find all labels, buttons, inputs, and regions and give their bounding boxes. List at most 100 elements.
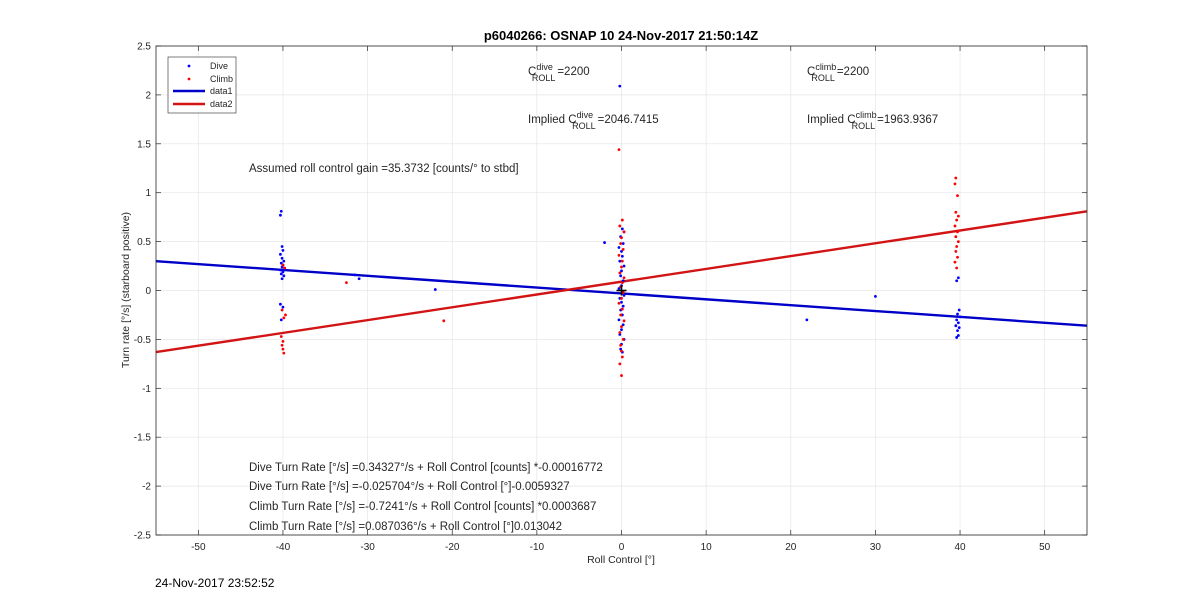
point-climb (442, 319, 446, 323)
point-dive (957, 308, 961, 312)
point-climb (955, 266, 959, 270)
point-climb (621, 248, 625, 251)
point-dive (279, 268, 282, 272)
point-climb (279, 335, 283, 338)
x-tick-label: -20 (445, 542, 460, 553)
point-climb (620, 236, 623, 240)
point-climb (620, 325, 623, 329)
point-dive (955, 279, 959, 283)
y-tick-label: 1.5 (137, 139, 151, 150)
y-tick-label: 0.5 (137, 237, 151, 248)
x-tick-label: -40 (276, 542, 291, 553)
point-dive (956, 276, 960, 280)
x-tick-label: 50 (1039, 542, 1051, 553)
point-dive (353, 273, 357, 277)
point-climb (620, 374, 623, 377)
point-climb (345, 281, 348, 285)
point-dive (618, 333, 622, 336)
equation-climb-counts: Climb Turn Rate [°/s] =-0.7241°/s + Roll… (249, 501, 596, 513)
point-dive (603, 241, 606, 244)
point-climb (617, 253, 621, 257)
point-climb (953, 224, 957, 228)
point-dive (433, 288, 437, 291)
point-climb (618, 271, 622, 275)
point-dive (622, 293, 626, 297)
point-dive (281, 270, 285, 274)
point-climb (617, 301, 621, 305)
chart-title: p6040266: OSNAP 10 24-Nov-2017 21:50:14Z (484, 28, 758, 43)
equation-dive-counts: Dive Turn Rate [°/s] =0.34327°/s + Roll … (249, 462, 603, 474)
point-dive (956, 329, 959, 332)
point-dive (954, 324, 958, 328)
point-climb (618, 224, 622, 228)
point-climb (620, 355, 624, 359)
y-tick-label: 0 (145, 286, 151, 297)
legend-dive-label: Dive (210, 61, 228, 71)
point-dive (955, 318, 959, 322)
point-dive (617, 246, 621, 249)
c-climb-annotation: Cclimb ROLL =2200 (807, 62, 869, 83)
y-tick-label: -0.5 (134, 335, 152, 346)
point-climb (622, 276, 626, 280)
point-climb (280, 308, 284, 312)
x-tick-label: 40 (954, 542, 966, 553)
point-dive (280, 277, 284, 281)
point-dive (279, 318, 283, 322)
equation-dive-degrees: Dive Turn Rate [°/s] =-0.025704°/s + Rol… (249, 481, 570, 493)
annotations: Cdive ROLL =2200 Cclimb ROLL =2200 Implied C… (249, 62, 938, 533)
y-tick-label: 2.5 (137, 42, 151, 53)
data-marks (155, 84, 1088, 377)
point-climb (619, 242, 623, 245)
point-climb (283, 266, 287, 270)
point-climb (956, 240, 960, 244)
legend: Dive Climb data1 data2 (167, 56, 237, 114)
point-dive (956, 334, 960, 337)
point-climb (282, 316, 286, 320)
point-dive (617, 287, 621, 290)
point-climb (620, 281, 624, 285)
point-climb (954, 235, 958, 239)
legend-data1-label: data1 (210, 86, 233, 96)
point-climb (281, 339, 285, 343)
point-climb (955, 218, 959, 222)
point-dive (620, 328, 623, 332)
implied-climb-annotation: Implied Cclimb ROLL =1963.9367 (807, 110, 938, 131)
point-dive (618, 84, 622, 88)
point-dive (622, 264, 626, 268)
point-dive (280, 256, 284, 260)
point-climb (619, 343, 623, 347)
point-dive (282, 259, 286, 263)
x-tick-label: 10 (701, 542, 713, 553)
point-dive (805, 318, 809, 322)
point-climb (620, 307, 624, 311)
point-climb (284, 313, 287, 317)
c-dive-annotation: Cdive ROLL =2200 (528, 62, 590, 83)
point-climb (954, 249, 958, 253)
x-axis-label: Roll Control [°] (587, 554, 655, 566)
y-tick-label: -2.5 (134, 531, 152, 542)
axis-ticks: -50 -40 -30 -20 -10 0 10 20 30 40 50-2.5-2-1.5-1-0… (134, 42, 1087, 553)
point-dive (281, 305, 285, 309)
point-dive (621, 242, 625, 245)
point-climb (622, 230, 626, 234)
point-climb (618, 362, 622, 366)
point-dive (279, 302, 282, 306)
x-tick-label: 0 (619, 542, 625, 553)
gain-annotation: Assumed roll control gain =35.3732 [coun… (249, 163, 519, 175)
point-climb (953, 260, 957, 264)
point-dive (955, 336, 959, 339)
point-dive (621, 323, 625, 327)
point-climb (956, 194, 959, 198)
point-climb (619, 313, 623, 317)
x-tick-label: -10 (530, 542, 545, 553)
point-climb (620, 296, 623, 300)
point-dive (357, 277, 361, 281)
point-climb (956, 214, 960, 218)
point-climb (620, 265, 623, 269)
point-climb (618, 331, 622, 334)
point-dive (874, 294, 877, 298)
point-dive (958, 315, 962, 319)
point-dive (617, 318, 621, 322)
point-climb (621, 338, 625, 341)
